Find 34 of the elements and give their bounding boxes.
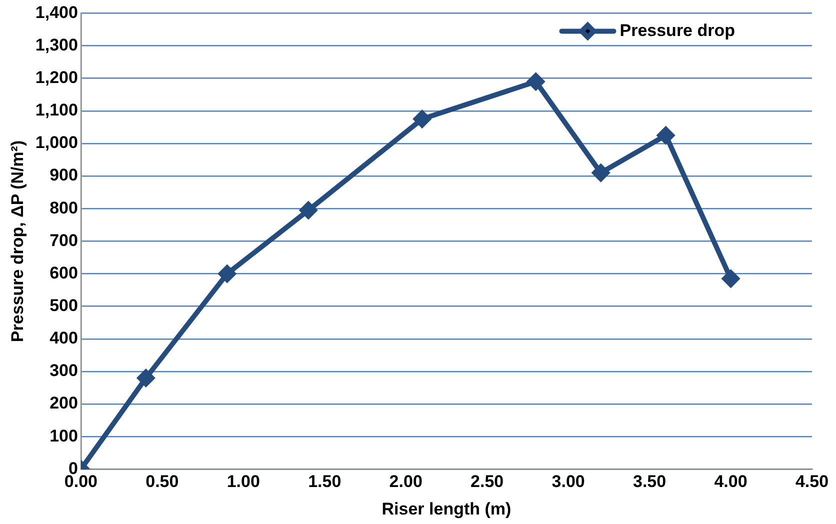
x-tick-label: 1.50 [308, 472, 342, 492]
point [527, 73, 544, 90]
y-axis-title: Pressure drop, ΔP (N/m²) [8, 140, 27, 342]
y-tick-label: 700 [50, 230, 78, 250]
y-tick-label: 500 [50, 296, 78, 316]
y-tick-label: 200 [50, 394, 78, 413]
x-tick-label: 0.50 [146, 472, 179, 492]
x-tick-label: 3.00 [552, 472, 585, 492]
point [722, 270, 740, 288]
y-tick-label: 100 [50, 426, 78, 446]
y-tick-label: 900 [50, 166, 78, 185]
y-tick-label: 800 [50, 198, 78, 218]
point [592, 164, 610, 182]
x-tick-label: 3.50 [632, 472, 666, 492]
x-tick-label: 2.00 [389, 472, 422, 492]
y-tick-label: 1,000 [35, 133, 78, 152]
x-tick-label: 4.50 [795, 472, 829, 492]
point [657, 126, 674, 144]
y-tick-label: 1,100 [35, 100, 78, 120]
legend-label: Pressure drop [620, 20, 735, 40]
y-tick-label: 300 [50, 361, 78, 380]
y-tick-label: 1,300 [35, 35, 78, 54]
point [218, 265, 236, 282]
y-tick-label: 1,400 [35, 2, 78, 22]
point [414, 110, 431, 128]
point [137, 370, 154, 386]
y-tick-label: 600 [50, 263, 78, 282]
x-axis-title: Riser length (m) [382, 499, 512, 518]
y-tick-label: 400 [50, 328, 78, 348]
y-tick-label: 1,200 [35, 68, 78, 88]
x-tick-label: 4.00 [714, 472, 748, 492]
x-tick-label: 2.50 [470, 472, 504, 492]
point [300, 202, 317, 219]
x-tick-label: 1.00 [226, 472, 260, 492]
